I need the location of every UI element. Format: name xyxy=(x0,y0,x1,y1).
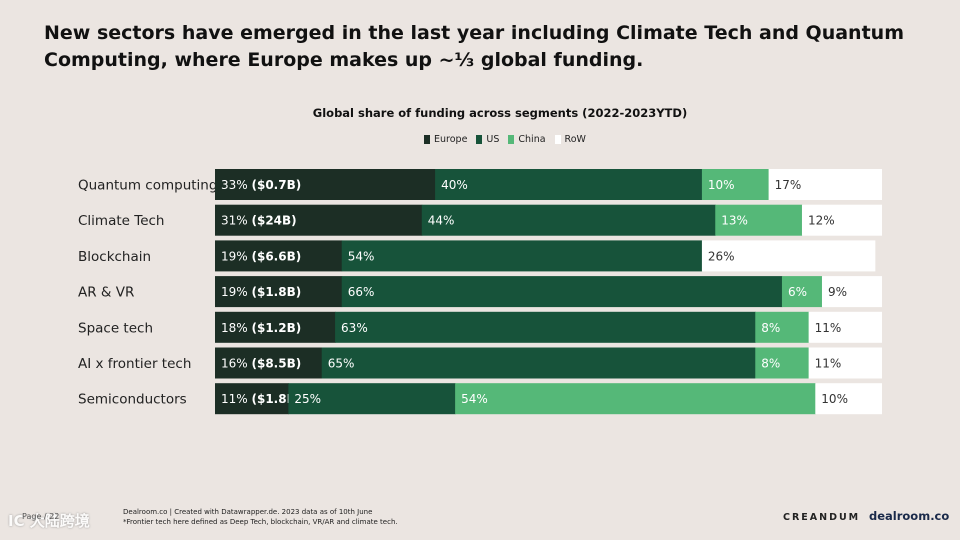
data-label-row-quantum-computing: 17% xyxy=(775,178,802,192)
bar-europe-blockchain xyxy=(215,240,343,272)
data-label-us-space-tech: 63% xyxy=(341,321,368,335)
legend-item-europe: Europe xyxy=(424,134,467,145)
data-label-europe-blockchain: 19% ($6.6B) xyxy=(221,249,301,263)
data-label-china-ai-x-frontier-tech: 8% xyxy=(761,357,780,371)
bar-china-ai-x-frontier-tech xyxy=(755,347,810,379)
category-label-semiconductors: Semiconductors xyxy=(78,392,187,408)
data-label-china-space-tech: 8% xyxy=(761,321,780,335)
data-label-us-semiconductors: 25% xyxy=(294,392,321,406)
data-label-europe-ai-x-frontier-tech: 16% ($8.5B) xyxy=(221,357,301,371)
chart-title: Global share of funding across segments … xyxy=(312,106,688,120)
bar-us-ar-vr xyxy=(341,276,783,308)
legend-label-china: China xyxy=(518,134,546,145)
data-label-us-ai-x-frontier-tech: 65% xyxy=(328,357,355,371)
creandum-logo: CREANDUM xyxy=(783,512,861,523)
bar-china-space-tech xyxy=(755,311,810,343)
data-label-europe-ar-vr: 19% ($1.8B) xyxy=(221,285,301,299)
legend-swatch-row xyxy=(554,135,561,144)
legend-item-row: RoW xyxy=(554,134,586,145)
data-label-row-semiconductors: 10% xyxy=(821,392,848,406)
data-label-europe-space-tech: 18% ($1.2B) xyxy=(221,321,301,335)
category-label-blockchain: Blockchain xyxy=(78,249,151,265)
watermark: IC 大陆跨境 xyxy=(8,512,90,530)
page-number: Page / 22 xyxy=(22,512,60,521)
bar-us-quantum-computing xyxy=(435,169,703,200)
bar-row-climate-tech xyxy=(801,204,882,236)
footer-source: Dealroom.co | Created with Datawrapper.d… xyxy=(123,507,398,527)
data-label-us-quantum-computing: 40% xyxy=(441,178,468,192)
legend-label-row: RoW xyxy=(564,134,586,145)
bar-china-climate-tech xyxy=(715,204,803,236)
data-label-china-ar-vr: 6% xyxy=(788,285,807,299)
bar-row-ai-x-frontier-tech xyxy=(808,347,882,379)
bar-row-semiconductors xyxy=(815,383,882,415)
data-label-row-climate-tech: 12% xyxy=(808,214,835,228)
headline: New sectors have emerged in the last yea… xyxy=(44,22,904,71)
data-label-europe-quantum-computing: 33% ($0.7B) xyxy=(221,178,301,192)
legend-swatch-us xyxy=(476,135,483,144)
category-label-climate-tech: Climate Tech xyxy=(78,213,164,229)
category-label-space-tech: Space tech xyxy=(78,320,153,336)
category-label-quantum-computing: Quantum computing xyxy=(78,178,217,194)
bar-row-blockchain xyxy=(701,240,876,272)
data-label-china-semiconductors: 54% xyxy=(461,392,488,406)
bar-row-ar-vr xyxy=(821,276,882,308)
bar-china-semiconductors xyxy=(455,383,816,415)
legend-item-china: China xyxy=(508,134,546,145)
data-label-china-climate-tech: 13% xyxy=(721,214,748,228)
legend-swatch-europe xyxy=(424,135,430,144)
legend-swatch-china xyxy=(508,135,515,144)
category-label-ai-x-frontier-tech: AI x frontier tech xyxy=(78,356,191,372)
data-label-us-blockchain: 54% xyxy=(348,249,375,263)
bar-europe-semiconductors xyxy=(215,383,289,415)
bar-us-space-tech xyxy=(335,311,756,343)
data-label-china-quantum-computing: 10% xyxy=(708,178,735,192)
legend-label-us: US xyxy=(486,134,500,145)
bar-europe-space-tech xyxy=(215,311,336,343)
data-label-europe-climate-tech: 31% ($24B) xyxy=(221,214,297,228)
data-label-us-climate-tech: 44% xyxy=(428,214,455,228)
data-label-row-blockchain: 26% xyxy=(708,249,735,263)
source-text: Dealroom.co | Created with Datawrapper.d… xyxy=(123,508,373,516)
bar-europe-ai-x-frontier-tech xyxy=(215,347,323,379)
bar-us-semiconductors xyxy=(288,383,456,415)
bar-europe-ar-vr xyxy=(215,276,343,308)
bar-china-quantum-computing xyxy=(701,169,770,200)
bar-us-blockchain xyxy=(341,240,703,272)
data-label-row-ai-x-frontier-tech: 11% xyxy=(815,357,842,371)
footnote: *Frontier tech here defined as Deep Tech… xyxy=(123,518,398,526)
data-label-us-ar-vr: 66% xyxy=(348,285,375,299)
bar-china-ar-vr xyxy=(781,276,823,308)
chart-legend: Europe US China RoW xyxy=(424,134,586,145)
bar-europe-quantum-computing xyxy=(215,169,436,200)
bar-us-ai-x-frontier-tech xyxy=(321,347,756,379)
bar-europe-climate-tech xyxy=(215,204,423,236)
data-label-row-ar-vr: 9% xyxy=(828,285,847,299)
bar-row-quantum-computing xyxy=(768,169,882,200)
legend-item-us: US xyxy=(476,134,499,145)
data-label-row-space-tech: 11% xyxy=(815,321,842,335)
legend-label-europe: Europe xyxy=(434,134,468,145)
bar-us-climate-tech xyxy=(421,204,716,236)
category-label-ar-vr: AR & VR xyxy=(78,285,134,301)
bar-row-space-tech xyxy=(808,311,882,343)
dealroom-logo: dealroom.co xyxy=(869,509,950,523)
